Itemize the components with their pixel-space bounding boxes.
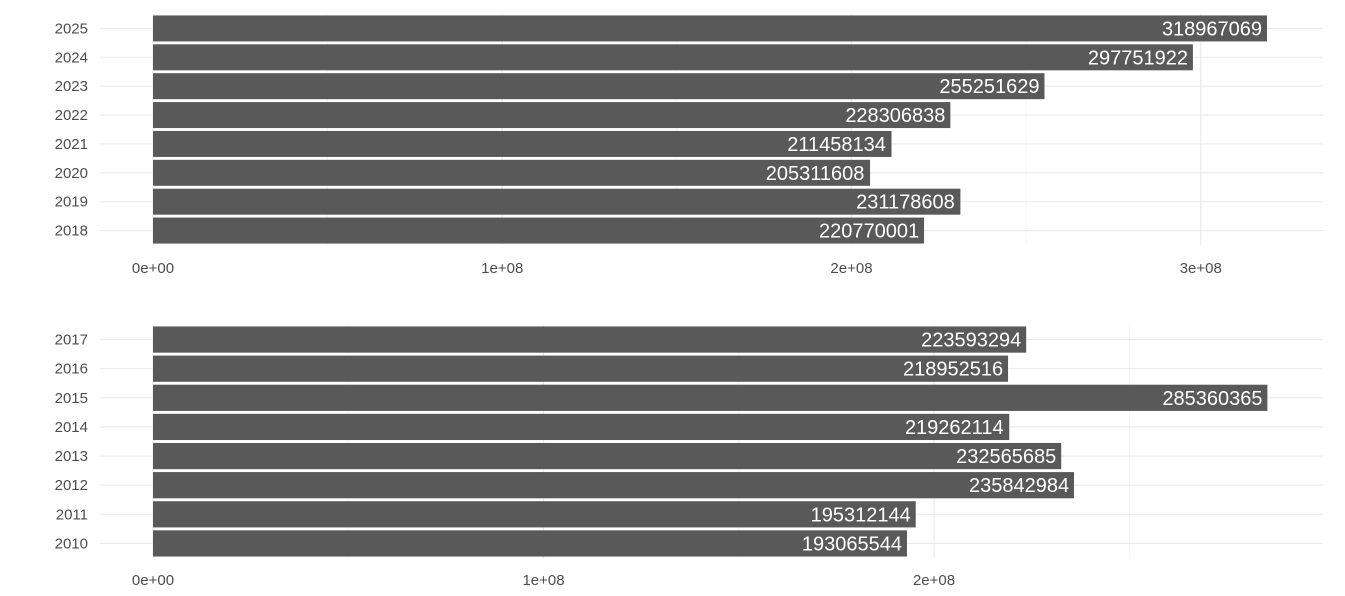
- category-label-2016: 2016: [55, 361, 88, 378]
- bar-2023: [153, 73, 1045, 100]
- bar-2021: [153, 130, 892, 157]
- category-label-2015: 2015: [55, 390, 88, 407]
- bar-2010: [153, 530, 907, 557]
- category-label-2010: 2010: [55, 535, 88, 552]
- category-label-2025: 2025: [55, 20, 88, 37]
- x-tick-label: 3e+08: [1180, 260, 1222, 277]
- x-tick-label: 0e+00: [132, 572, 174, 589]
- category-label-2018: 2018: [55, 223, 88, 240]
- chart-panel-1: 318967069 2025 297751922 2024 255251629 2023 2…: [55, 14, 1323, 277]
- category-label-2013: 2013: [55, 448, 88, 465]
- category-label-2023: 2023: [55, 78, 88, 95]
- bar-label-2016: 218952516: [903, 359, 1003, 381]
- bar-label-2022: 228306838: [845, 105, 945, 127]
- category-label-2020: 2020: [55, 165, 88, 182]
- bar-2017: [153, 326, 1027, 353]
- bar-2022: [153, 102, 951, 129]
- category-label-2011: 2011: [56, 506, 88, 523]
- bar-label-2017: 223593294: [921, 330, 1021, 352]
- bar-2016: [153, 355, 1009, 382]
- bar-label-2021: 211458134: [787, 134, 886, 156]
- bar-2025: [153, 15, 1268, 42]
- category-label-2024: 2024: [55, 49, 88, 66]
- category-label-2019: 2019: [55, 194, 88, 211]
- bar-2012: [153, 472, 1075, 499]
- x-tick-label: 1e+08: [481, 260, 523, 277]
- x-tick-label: 0e+00: [132, 260, 174, 277]
- bar-label-2014: 219262114: [905, 417, 1004, 439]
- bar-label-2024: 297751922: [1088, 47, 1188, 69]
- bar-2020: [153, 159, 871, 186]
- bar-label-2023: 255251629: [939, 76, 1039, 98]
- category-label-2014: 2014: [55, 419, 88, 436]
- bar-2019: [153, 188, 961, 215]
- bar-2013: [153, 442, 1062, 470]
- bar-label-2025: 318967069: [1162, 18, 1262, 40]
- bar-2024: [153, 44, 1193, 71]
- bar-label-2015: 285360365: [1162, 388, 1262, 410]
- x-tick-label: 2e+08: [913, 572, 955, 589]
- bar-label-2011: 195312144: [811, 504, 911, 526]
- bar-label-2018: 220770001: [819, 221, 919, 243]
- x-tick-label: 1e+08: [522, 572, 564, 589]
- chart-panel-2: 223593294 2017 218952516 2016 285360365 2015 2…: [55, 325, 1323, 589]
- bar-label-2019: 231178608: [856, 192, 955, 214]
- category-label-2022: 2022: [55, 107, 88, 124]
- category-label-2012: 2012: [55, 477, 88, 494]
- x-tick-label: 2e+08: [830, 260, 872, 277]
- bar-2015: [153, 384, 1268, 411]
- category-label-2021: 2021: [55, 136, 88, 153]
- bar-2014: [153, 413, 1010, 441]
- bar-label-2020: 205311608: [766, 163, 865, 185]
- bar-2011: [153, 501, 916, 528]
- bar-label-2012: 235842984: [969, 475, 1069, 497]
- bar-label-2010: 193065544: [802, 533, 902, 555]
- bar-2018: [153, 217, 925, 244]
- category-label-2017: 2017: [55, 332, 88, 349]
- bar-label-2013: 232565685: [956, 446, 1056, 468]
